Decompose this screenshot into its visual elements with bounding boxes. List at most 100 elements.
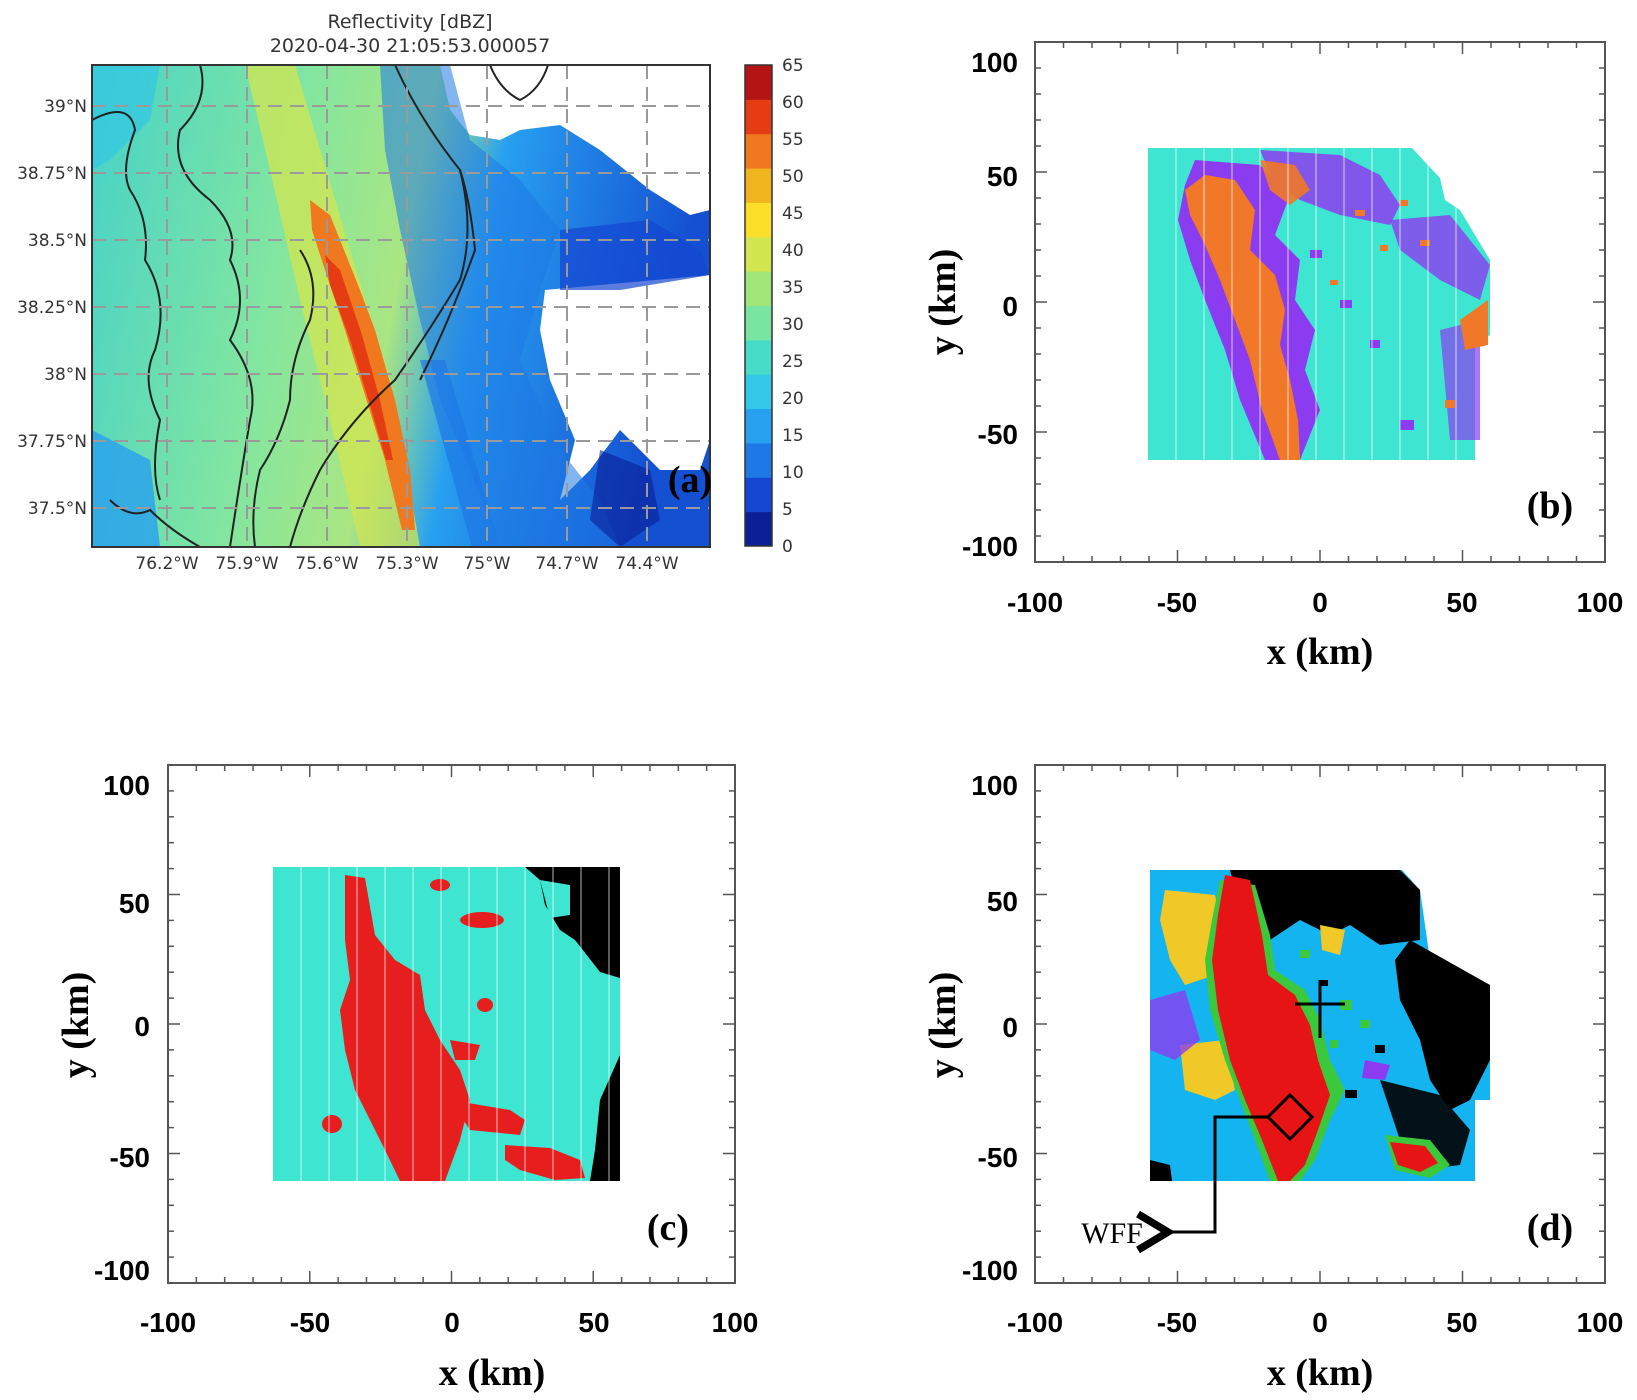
colorbar-swatch	[745, 339, 772, 375]
colorbar-tick-label: 40	[782, 241, 804, 261]
panel-c-x-ticks: -100 -50 0 50 100	[140, 1307, 758, 1338]
panel-c-x-tick-label: 100	[712, 1307, 759, 1338]
panel-c-label: (c)	[647, 1207, 689, 1249]
panel-a-y-tick-label: 37.75°N	[17, 432, 87, 452]
panel-a-no-echo-region	[440, 65, 710, 215]
panel-c-x-tick-label: -50	[290, 1307, 330, 1338]
panel-b-y-tick-label: 50	[987, 161, 1018, 192]
colorbar-swatch	[745, 305, 772, 341]
panel-a-x-ticks: 76.2°W 75.9°W 75.6°W 75.3°W 75°W 74.7°W …	[135, 554, 678, 574]
colorbar-swatch	[745, 442, 772, 478]
colorbar-swatch	[745, 511, 772, 547]
panel-c-y-axis-label: y (km)	[55, 972, 97, 1079]
panel-b-data	[1148, 148, 1490, 460]
panel-d-y-tick-label: 0	[1002, 1012, 1018, 1043]
panel-a-grid	[92, 65, 710, 547]
panel-c-x-tick-label: 0	[444, 1307, 460, 1338]
panel-b-x-tick-label: 100	[1577, 587, 1624, 618]
colorbar-tick-label: 60	[782, 93, 804, 113]
panel-d-x-tick-label: 0	[1312, 1307, 1328, 1338]
radar-location-cross-icon	[1295, 980, 1345, 1038]
colorbar-tick-label: 45	[782, 204, 804, 224]
colorbar-tick-label: 15	[782, 426, 804, 446]
panel-d-y-tick-label: 50	[987, 886, 1018, 917]
panel-d-y-tick-label: -50	[978, 1142, 1018, 1173]
panel-d-y-tick-label: -100	[962, 1255, 1018, 1286]
colorbar-swatch	[745, 236, 772, 272]
panel-b-core-region	[1185, 175, 1300, 460]
panel-a-y-tick-label: 38.75°N	[17, 164, 87, 184]
panel-a-x-tick-label: 74.7°W	[535, 554, 598, 574]
panel-b-label: (b)	[1527, 485, 1573, 527]
panel-b-y-axis-label: y (km)	[922, 249, 964, 356]
panel-d-y-tick-label: 100	[971, 770, 1018, 801]
panel-a-x-tick-label: 75°W	[464, 554, 511, 574]
panel-d-y-ticks: 100 50 0 -50 -100	[962, 770, 1018, 1286]
panel-b-x-tick-label: 50	[1446, 587, 1477, 618]
panel-a-subtitle: 2020-04-30 21:05:53.000057	[270, 35, 550, 57]
panel-d-y-axis-label: y (km)	[922, 972, 964, 1079]
colorbar-swatch	[745, 168, 772, 203]
panel-a-y-tick-label: 37.5°N	[28, 499, 87, 519]
panel-d-data	[1150, 870, 1490, 1181]
panel-a-y-tick-label: 38.25°N	[17, 298, 87, 318]
colorbar-swatch	[745, 477, 772, 513]
panel-c-y-ticks: 100 50 0 -50 -100	[94, 770, 150, 1286]
panel-d: WFF -100 -50 0 50 100 100 50 0 -50 -100 …	[922, 764, 1623, 1394]
panel-d-x-tick-label: 50	[1446, 1307, 1477, 1338]
wff-callout-arrow-icon	[1168, 1115, 1268, 1232]
colorbar-tick-label: 30	[782, 315, 804, 335]
panel-c-x-axis-label: x (km)	[439, 1352, 546, 1394]
panel-a: Reflectivity [dBZ] 2020-04-30 21:05:53.0…	[17, 11, 804, 574]
panel-c: -100 -50 0 50 100 100 50 0 -50 -100 x (k…	[55, 764, 758, 1394]
panel-b-x-tick-label: 0	[1312, 587, 1328, 618]
panel-a-map-area	[91, 64, 711, 548]
panel-d-x-axis-label: x (km)	[1267, 1352, 1374, 1394]
panel-d-x-tick-label: 100	[1577, 1307, 1624, 1338]
colorbar-tick-label: 10	[782, 463, 804, 483]
colorbar-swatch	[745, 202, 772, 238]
panel-a-y-tick-label: 39°N	[44, 97, 87, 117]
panel-c-x-tick-label: -100	[140, 1307, 196, 1338]
panel-a-y-tick-label: 38°N	[44, 365, 87, 385]
panel-a-x-tick-label: 74.4°W	[615, 554, 678, 574]
panel-b-y-tick-label: -50	[978, 419, 1018, 450]
panel-c-x-tick-label: 50	[578, 1307, 609, 1338]
panel-b-x-ticks: -100 -50 0 50 100	[1007, 587, 1623, 618]
panel-b-x-tick-label: -50	[1157, 587, 1197, 618]
panel-b-y-ticks: 100 50 0 -50 -100	[962, 47, 1018, 562]
colorbar-tick-label: 35	[782, 278, 804, 298]
colorbar-swatch	[745, 133, 772, 169]
colorbar-tick-label: 20	[782, 389, 804, 409]
panel-b-x-tick-label: -100	[1007, 587, 1063, 618]
panel-b: -100 -50 0 50 100 100 50 0 -50 -100 x (k…	[922, 41, 1623, 673]
panel-a-x-tick-label: 75.3°W	[375, 554, 438, 574]
panel-a-x-tick-label: 76.2°W	[135, 554, 198, 574]
panel-a-label: (a)	[668, 459, 712, 501]
colorbar-tick-label: 25	[782, 352, 804, 372]
panel-a-coastlines	[91, 64, 549, 548]
panel-d-x-ticks: -100 -50 0 50 100	[1007, 1307, 1623, 1338]
panel-c-y-tick-label: 0	[134, 1011, 150, 1042]
panel-c-data	[273, 867, 620, 1181]
panel-b-y-tick-label: 0	[1002, 291, 1018, 322]
panel-c-y-tick-label: 100	[103, 770, 150, 801]
panel-d-label: (d)	[1527, 1207, 1573, 1249]
colorbar-swatch	[745, 408, 772, 444]
panel-b-y-tick-label: -100	[962, 531, 1018, 562]
panel-c-convective-region	[340, 875, 470, 1181]
wff-annotation-label: WFF	[1081, 1217, 1143, 1250]
panel-b-x-axis-label: x (km)	[1267, 631, 1374, 673]
colorbar-tick-label: 65	[782, 56, 804, 76]
panel-a-x-tick-label: 75.6°W	[295, 554, 358, 574]
panel-a-y-tick-label: 38.5°N	[28, 231, 87, 251]
colorbar-tick-label: 55	[782, 130, 804, 150]
panel-a-title: Reflectivity [dBZ]	[327, 11, 492, 33]
colorbar-swatch	[745, 99, 772, 135]
panel-d-x-tick-label: -50	[1157, 1307, 1197, 1338]
panel-a-x-tick-label: 75.9°W	[215, 554, 278, 574]
panel-c-y-tick-label: -100	[94, 1255, 150, 1286]
panel-d-x-tick-label: -100	[1007, 1307, 1063, 1338]
